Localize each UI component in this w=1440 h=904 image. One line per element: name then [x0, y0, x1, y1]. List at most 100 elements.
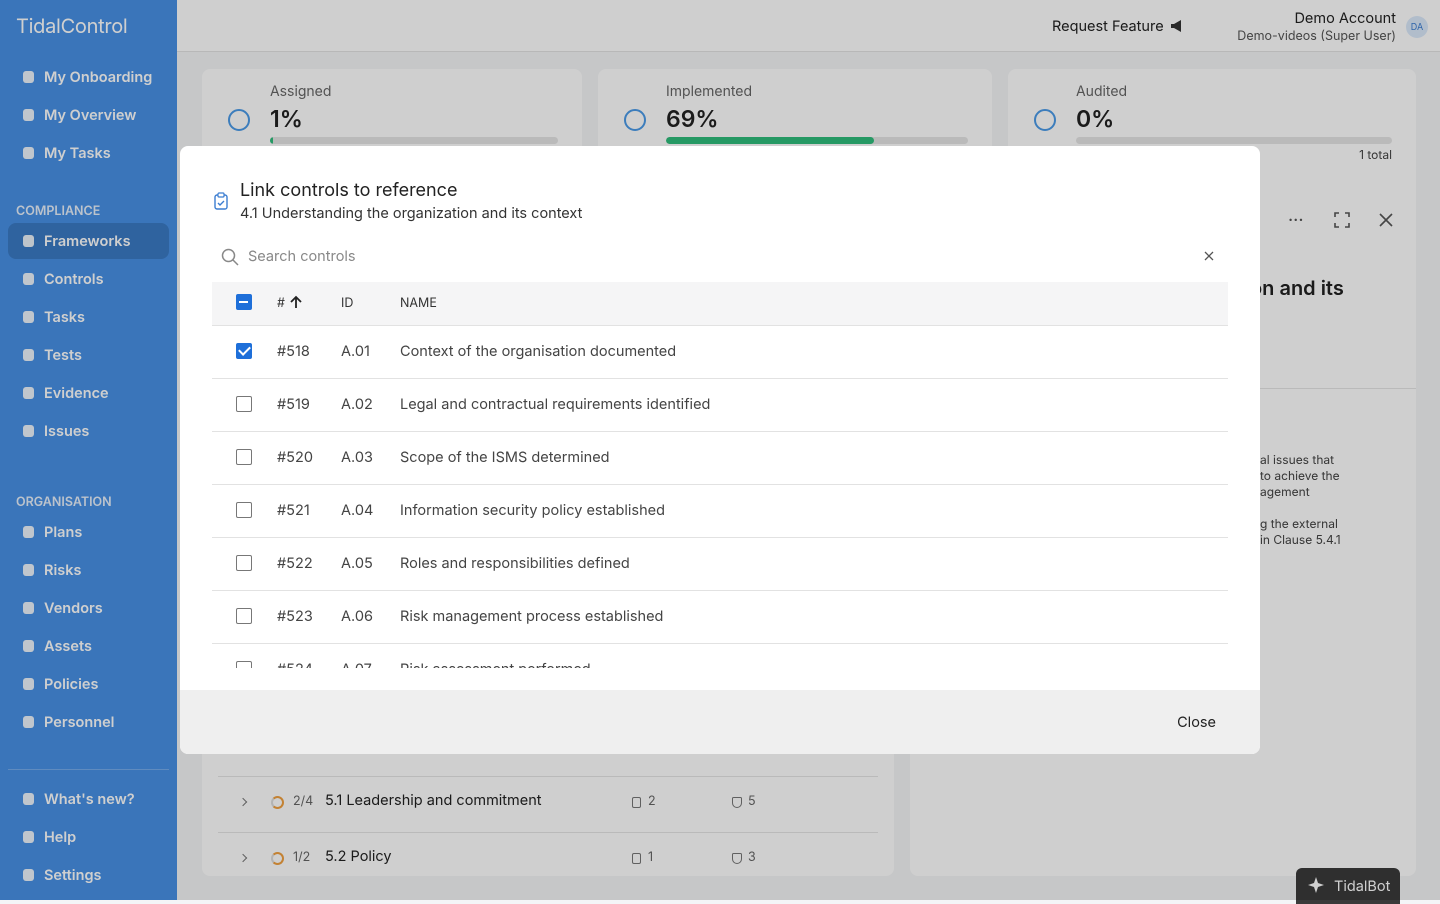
dialog-footer: Close — [180, 690, 1260, 754]
nav-label: Controls — [44, 270, 104, 288]
more-button[interactable]: ··· — [1288, 210, 1304, 231]
nav-icon — [23, 425, 34, 437]
description-text: al issues that — [1260, 452, 1335, 467]
nav-icon — [23, 602, 34, 614]
control-row[interactable]: #521 A.04 Information security policy esta… — [212, 485, 1228, 538]
stat-value: 1% — [270, 105, 303, 133]
risks-count: 5 — [748, 794, 756, 809]
nav-item[interactable]: My Tasks — [8, 135, 169, 171]
dialog-icon — [214, 192, 228, 210]
control-id: A.02 — [341, 396, 373, 413]
progress-fill — [270, 137, 273, 144]
control-row[interactable]: #522 A.05 Roles and responsibilities defin… — [212, 538, 1228, 591]
nav-item[interactable]: Frameworks — [8, 223, 169, 259]
nav-item[interactable]: Issues — [8, 413, 169, 449]
nav-icon — [23, 71, 34, 83]
column-header[interactable]: ID — [341, 296, 354, 311]
search-input[interactable]: Search controls — [248, 248, 356, 265]
dialog-title: Link controls to reference — [240, 180, 458, 201]
row-checkbox[interactable] — [236, 343, 252, 359]
stat-value: 0% — [1076, 105, 1115, 133]
megaphone-icon — [1171, 20, 1181, 32]
control-id: A.07 — [341, 661, 372, 668]
progress-ring — [271, 852, 284, 865]
divider — [8, 769, 169, 770]
nav-icon — [23, 793, 34, 805]
row-checkbox[interactable] — [236, 555, 252, 571]
controls-icon — [632, 853, 641, 864]
nav-label: Risks — [44, 561, 82, 579]
row-checkbox[interactable] — [236, 502, 252, 518]
control-name: Context of the organisation documented — [400, 343, 677, 360]
control-row[interactable]: #519 A.02 Legal and contractual requiremen… — [212, 379, 1228, 432]
nav-label: Tests — [44, 346, 82, 364]
search-icon — [221, 248, 239, 266]
nav-item[interactable]: Assets — [8, 628, 169, 664]
control-row[interactable]: #523 A.06 Risk management process establis… — [212, 591, 1228, 644]
control-id: A.04 — [341, 502, 374, 519]
panel-heading: on and its — [1250, 276, 1344, 300]
stat-label: Implemented — [666, 83, 753, 100]
control-row[interactable]: #524 A.07 Risk assessment performed — [212, 644, 1228, 668]
nav-label: Help — [44, 828, 77, 846]
controls-count: 2 — [648, 794, 656, 809]
risks-count: 3 — [748, 850, 756, 865]
assistant-button[interactable]: TidalBot — [1296, 868, 1400, 904]
nav-item[interactable]: Evidence — [8, 375, 169, 411]
stat-icon — [228, 109, 250, 131]
reference-title[interactable]: 5.1 Leadership and commitment — [325, 792, 542, 809]
stat-label: Assigned — [270, 83, 332, 100]
close-panel-button[interactable] — [1379, 213, 1393, 227]
nav-icon — [23, 831, 34, 843]
row-checkbox[interactable] — [236, 608, 252, 624]
row-checkbox[interactable] — [236, 661, 252, 668]
avatar[interactable]: DA — [1406, 16, 1428, 38]
control-name: Risk assessment performed — [400, 661, 591, 668]
reference-title[interactable]: 5.2 Policy — [325, 848, 392, 865]
select-all-checkbox[interactable] — [236, 294, 252, 310]
nav-icon — [23, 869, 34, 881]
controls-icon — [632, 797, 641, 808]
nav-icon — [23, 564, 34, 576]
clear-search[interactable] — [1204, 251, 1214, 261]
nav-label: My Onboarding — [44, 68, 153, 86]
control-id: A.06 — [341, 608, 373, 625]
nav-label: Vendors — [44, 599, 103, 617]
nav-item[interactable]: Help — [8, 819, 169, 855]
nav-item[interactable]: Risks — [8, 552, 169, 588]
expand-button[interactable] — [1334, 212, 1350, 228]
nav-item[interactable]: Plans — [8, 514, 169, 550]
nav-icon — [23, 109, 34, 121]
nav-item[interactable]: Vendors — [8, 590, 169, 626]
control-name: Legal and contractual requirements ident… — [400, 396, 711, 413]
nav-item[interactable]: Tests — [8, 337, 169, 373]
nav-item[interactable]: What's new? — [8, 781, 169, 817]
nav-icon — [23, 311, 34, 323]
sparkle-icon — [1308, 877, 1324, 893]
nav-icon — [23, 235, 34, 247]
nav-item[interactable]: Personnel — [8, 704, 169, 740]
logo[interactable]: TidalControl — [16, 14, 128, 38]
row-checkbox[interactable] — [236, 396, 252, 412]
nav-label: Settings — [44, 866, 102, 884]
row-checkbox[interactable] — [236, 449, 252, 465]
nav-item[interactable]: Policies — [8, 666, 169, 702]
column-header[interactable]: # — [277, 296, 285, 311]
request-feature[interactable]: Request Feature — [1052, 18, 1164, 35]
nav-label: Assets — [44, 637, 92, 655]
nav-item[interactable]: Tasks — [8, 299, 169, 335]
nav-label: Issues — [44, 422, 90, 440]
close-button[interactable]: Close — [1177, 714, 1216, 731]
description-text: g the external — [1260, 516, 1338, 531]
account-name[interactable]: Demo Account — [1294, 10, 1396, 27]
control-row[interactable]: #520 A.03 Scope of the ISMS determined — [212, 432, 1228, 485]
nav-item[interactable]: Controls — [8, 261, 169, 297]
stat-icon — [624, 109, 646, 131]
nav-icon — [23, 349, 34, 361]
nav-icon — [23, 147, 34, 159]
control-row[interactable]: #518 A.01 Context of the organisation docu… — [212, 326, 1228, 379]
nav-item[interactable]: Settings — [8, 857, 169, 893]
nav-item[interactable]: My Overview — [8, 97, 169, 133]
nav-item[interactable]: My Onboarding — [8, 59, 169, 95]
column-header[interactable]: NAME — [400, 296, 437, 311]
